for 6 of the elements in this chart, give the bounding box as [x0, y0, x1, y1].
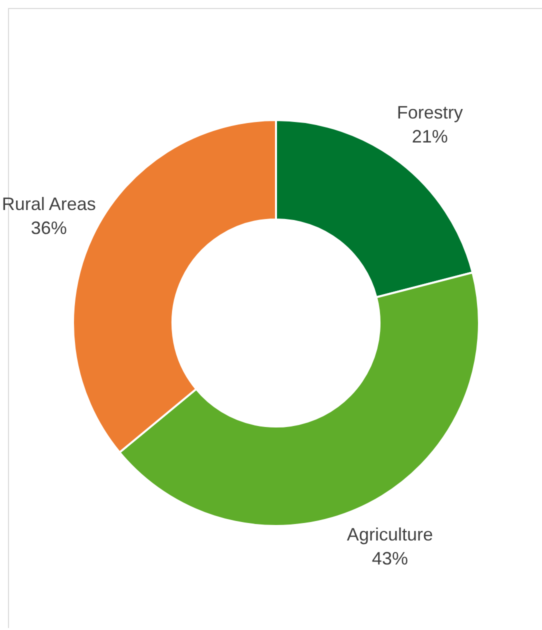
slice-label: Agriculture — [346, 524, 433, 545]
slice-label: Forestry — [396, 102, 463, 123]
data-label: 21% — [412, 126, 448, 147]
data-label: 43% — [372, 548, 408, 569]
slice-label: Rural Areas — [2, 194, 96, 214]
data-label: 36% — [30, 218, 67, 238]
